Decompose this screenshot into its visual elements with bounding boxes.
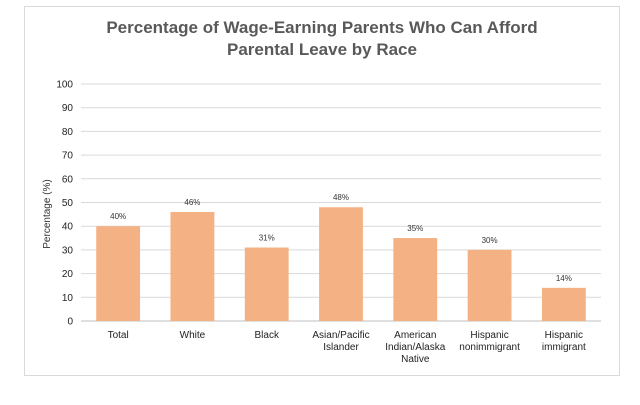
y-axis-ticks: 0 10 20 30 40 50 60 70 80 90 100	[56, 80, 73, 328]
chart-title-line-1: Percentage of Wage-Earning Parents Who C…	[106, 18, 538, 37]
y-axis-label: Percentage (%)	[42, 179, 53, 248]
category-label-6-line-1: immigrant	[542, 342, 586, 353]
data-label-5: 30%	[482, 236, 498, 245]
bar-chart: 0 10 20 30 40 50 60 70 80 90 100 40% 46% 31% 48% 35% 30…	[42, 80, 601, 365]
category-label-6-line-0: Hispanic	[545, 330, 583, 341]
category-label-2-line-0: Black	[254, 330, 279, 341]
y-tick-label-90: 90	[62, 103, 74, 114]
bar-0	[96, 226, 141, 321]
category-label-4-line-1: Indian/Alaska	[385, 342, 445, 353]
category-label-0-line-0: Total	[108, 330, 129, 341]
data-label-2: 31%	[259, 234, 275, 243]
y-tick-label-0: 0	[67, 317, 73, 328]
category-label-4-line-2: Native	[401, 354, 430, 365]
chart-frame: Percentage of Wage-Earning Parents Who C…	[24, 6, 620, 376]
bar-6	[541, 287, 586, 321]
y-tick-label-70: 70	[62, 151, 74, 162]
bar-5	[467, 249, 512, 321]
category-label-3-line-1: Islander	[323, 342, 359, 353]
chart-title: Percentage of Wage-Earning Parents Who C…	[25, 17, 619, 61]
y-tick-label-20: 20	[62, 269, 74, 280]
y-tick-label-100: 100	[56, 80, 73, 91]
bar-1	[170, 211, 215, 321]
category-label-3-line-0: Asian/Pacific	[312, 330, 369, 341]
data-label-0: 40%	[110, 212, 126, 221]
data-label-6: 14%	[556, 274, 572, 283]
bar-4	[393, 238, 438, 321]
y-tick-label-30: 30	[62, 245, 74, 256]
y-tick-label-40: 40	[62, 222, 74, 233]
data-label-4: 35%	[407, 224, 423, 233]
bars	[96, 207, 586, 321]
y-tick-label-50: 50	[62, 198, 74, 209]
data-label-3: 48%	[333, 193, 349, 202]
y-tick-label-60: 60	[62, 174, 74, 185]
y-tick-label-10: 10	[62, 293, 74, 304]
y-tick-label-80: 80	[62, 127, 74, 138]
category-label-1-line-0: White	[180, 330, 206, 341]
category-label-5-line-0: Hispanic	[470, 330, 508, 341]
bar-3	[319, 207, 363, 321]
category-label-4-line-0: American	[394, 330, 436, 341]
gridlines	[81, 83, 601, 322]
bar-2	[244, 247, 289, 321]
category-label-5-line-1: nonimmigrant	[459, 342, 520, 353]
data-labels: 40% 46% 31% 48% 35% 30% 14%	[110, 193, 572, 283]
data-label-1: 46%	[184, 198, 200, 207]
chart-title-line-2: Parental Leave by Race	[227, 40, 417, 59]
